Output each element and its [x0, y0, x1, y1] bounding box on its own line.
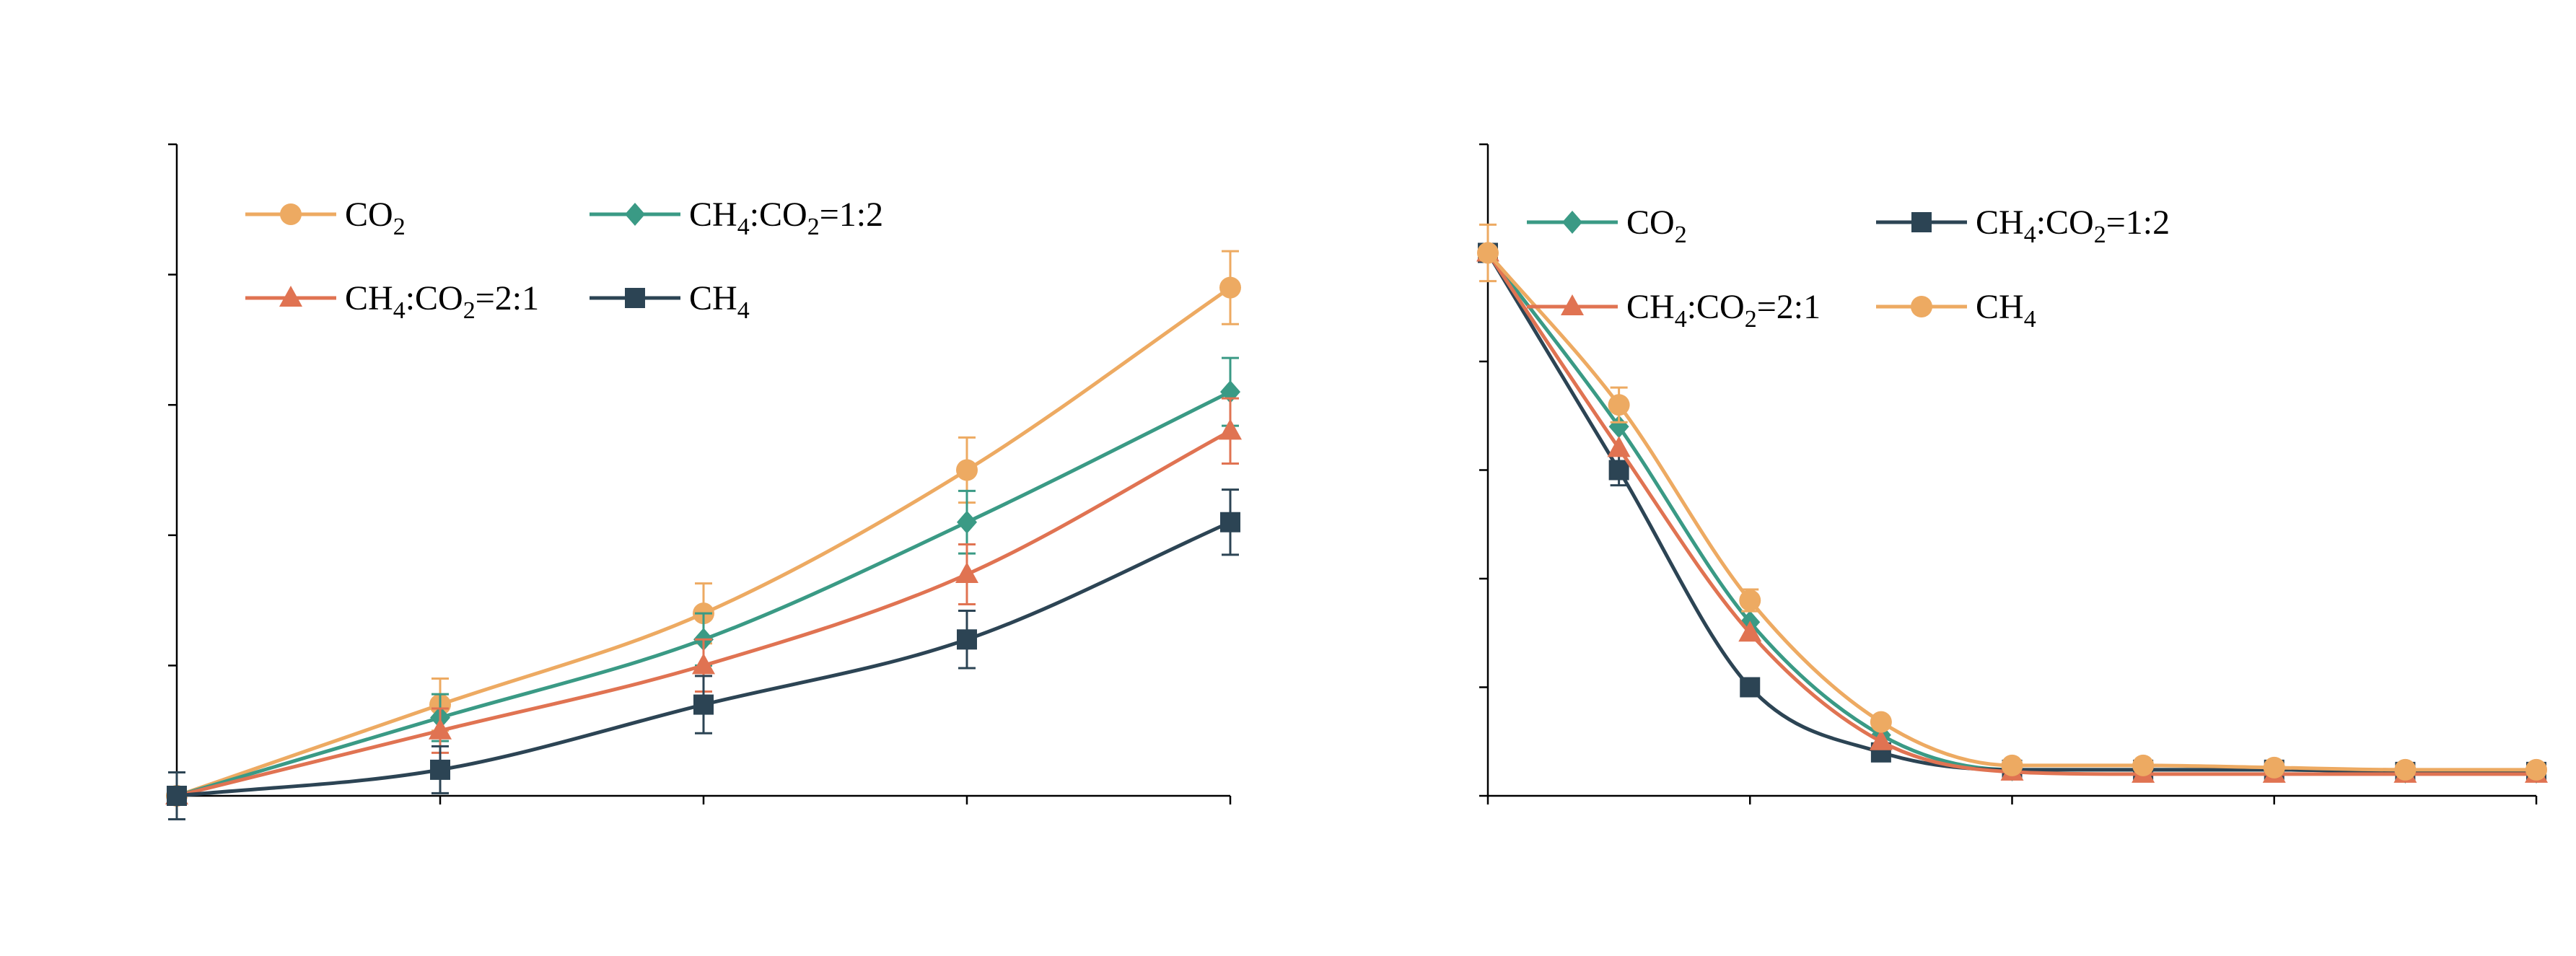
data-point [429, 718, 452, 740]
data-point [693, 694, 714, 715]
legend-label-part: CH [1976, 288, 2024, 326]
legend-marker [1911, 212, 1932, 232]
legend-label-part: 2 [463, 297, 476, 324]
legend-label-part: CH [1626, 288, 1675, 326]
legend-label-part: =1:2 [820, 196, 883, 234]
legend-label-part: =1:2 [2106, 203, 2170, 242]
data-point [430, 759, 450, 780]
legend-label: CH4:CO2=1:2 [689, 196, 883, 240]
legend-label-part: 2 [1675, 222, 1687, 248]
data-point [1870, 711, 1892, 733]
data-point [957, 629, 977, 650]
data-point [1608, 394, 1630, 416]
legend-marker [279, 286, 302, 307]
data-point [2525, 758, 2547, 781]
series-line [1486, 251, 2536, 772]
data-point [1607, 436, 1631, 457]
legend-label-part: :CO [750, 196, 807, 234]
legend-label-part: =2:1 [1757, 288, 1821, 326]
data-point [2263, 756, 2285, 779]
legend-label-part: CO [345, 196, 393, 234]
legend-label-part: 4 [737, 214, 750, 240]
legend-marker [1562, 211, 1582, 234]
legend-label-part: CH [689, 279, 737, 317]
data-point [1608, 460, 1629, 481]
data-point [1477, 242, 1499, 264]
data-point [957, 510, 977, 534]
legend-marker [280, 203, 302, 225]
legend-label-part: :CO [1687, 288, 1745, 326]
legend-label-part: 4 [2024, 222, 2036, 248]
legend-label-part: 4 [737, 297, 750, 324]
legend-marker [625, 203, 645, 226]
legend-label-part: 2 [2094, 222, 2106, 248]
data-point [955, 561, 978, 583]
legend-label-part: :CO [406, 279, 463, 317]
legend-label: CH4 [689, 279, 750, 324]
legend-label: CO2 [1626, 203, 1687, 248]
data-point [167, 786, 187, 806]
series-ch4-co2-2-1 [165, 397, 1242, 804]
legend-label-part: CH [689, 196, 737, 234]
series-ch4 [167, 488, 1240, 821]
legend-label-part: CH [345, 279, 393, 317]
data-point [2394, 758, 2417, 781]
legend-label-part: 2 [807, 214, 820, 240]
data-point [1740, 677, 1761, 698]
legend-marker [1911, 296, 1932, 317]
data-point [2001, 754, 2023, 776]
data-point [2132, 754, 2155, 776]
data-point [1220, 512, 1240, 532]
data-point [956, 459, 978, 481]
data-point [692, 653, 715, 675]
data-point [1739, 589, 1761, 612]
legend-label: CH4 [1976, 288, 2036, 333]
legend-label: CH4:CO2=2:1 [1626, 288, 1821, 333]
legend-label-part: 2 [1745, 306, 1757, 333]
legend-label: CO2 [345, 196, 406, 240]
legend-label-part: 4 [1675, 306, 1687, 333]
legend-label-part: 4 [2024, 306, 2036, 333]
data-point [1219, 276, 1241, 299]
data-point [1738, 620, 1762, 642]
series-line [1486, 252, 2536, 776]
legend-label-part: 4 [393, 297, 406, 324]
series-ch4 [1477, 223, 2547, 781]
legend-label-part: =2:1 [476, 279, 539, 317]
legend-label-part: :CO [2036, 203, 2094, 242]
data-point [1869, 729, 1893, 750]
data-point [1608, 415, 1629, 439]
series-line [1486, 252, 2536, 774]
data-point [1219, 418, 1242, 440]
legend-label: CH4:CO2=1:2 [1976, 203, 2170, 248]
legend-label-part: 2 [393, 214, 406, 240]
legend-marker [625, 288, 645, 308]
legend-marker [1561, 294, 1584, 315]
legend-label-part: CO [1626, 203, 1675, 242]
legend-label-part: CH [1976, 203, 2024, 242]
legend-label: CH4:CO2=2:1 [345, 279, 539, 324]
